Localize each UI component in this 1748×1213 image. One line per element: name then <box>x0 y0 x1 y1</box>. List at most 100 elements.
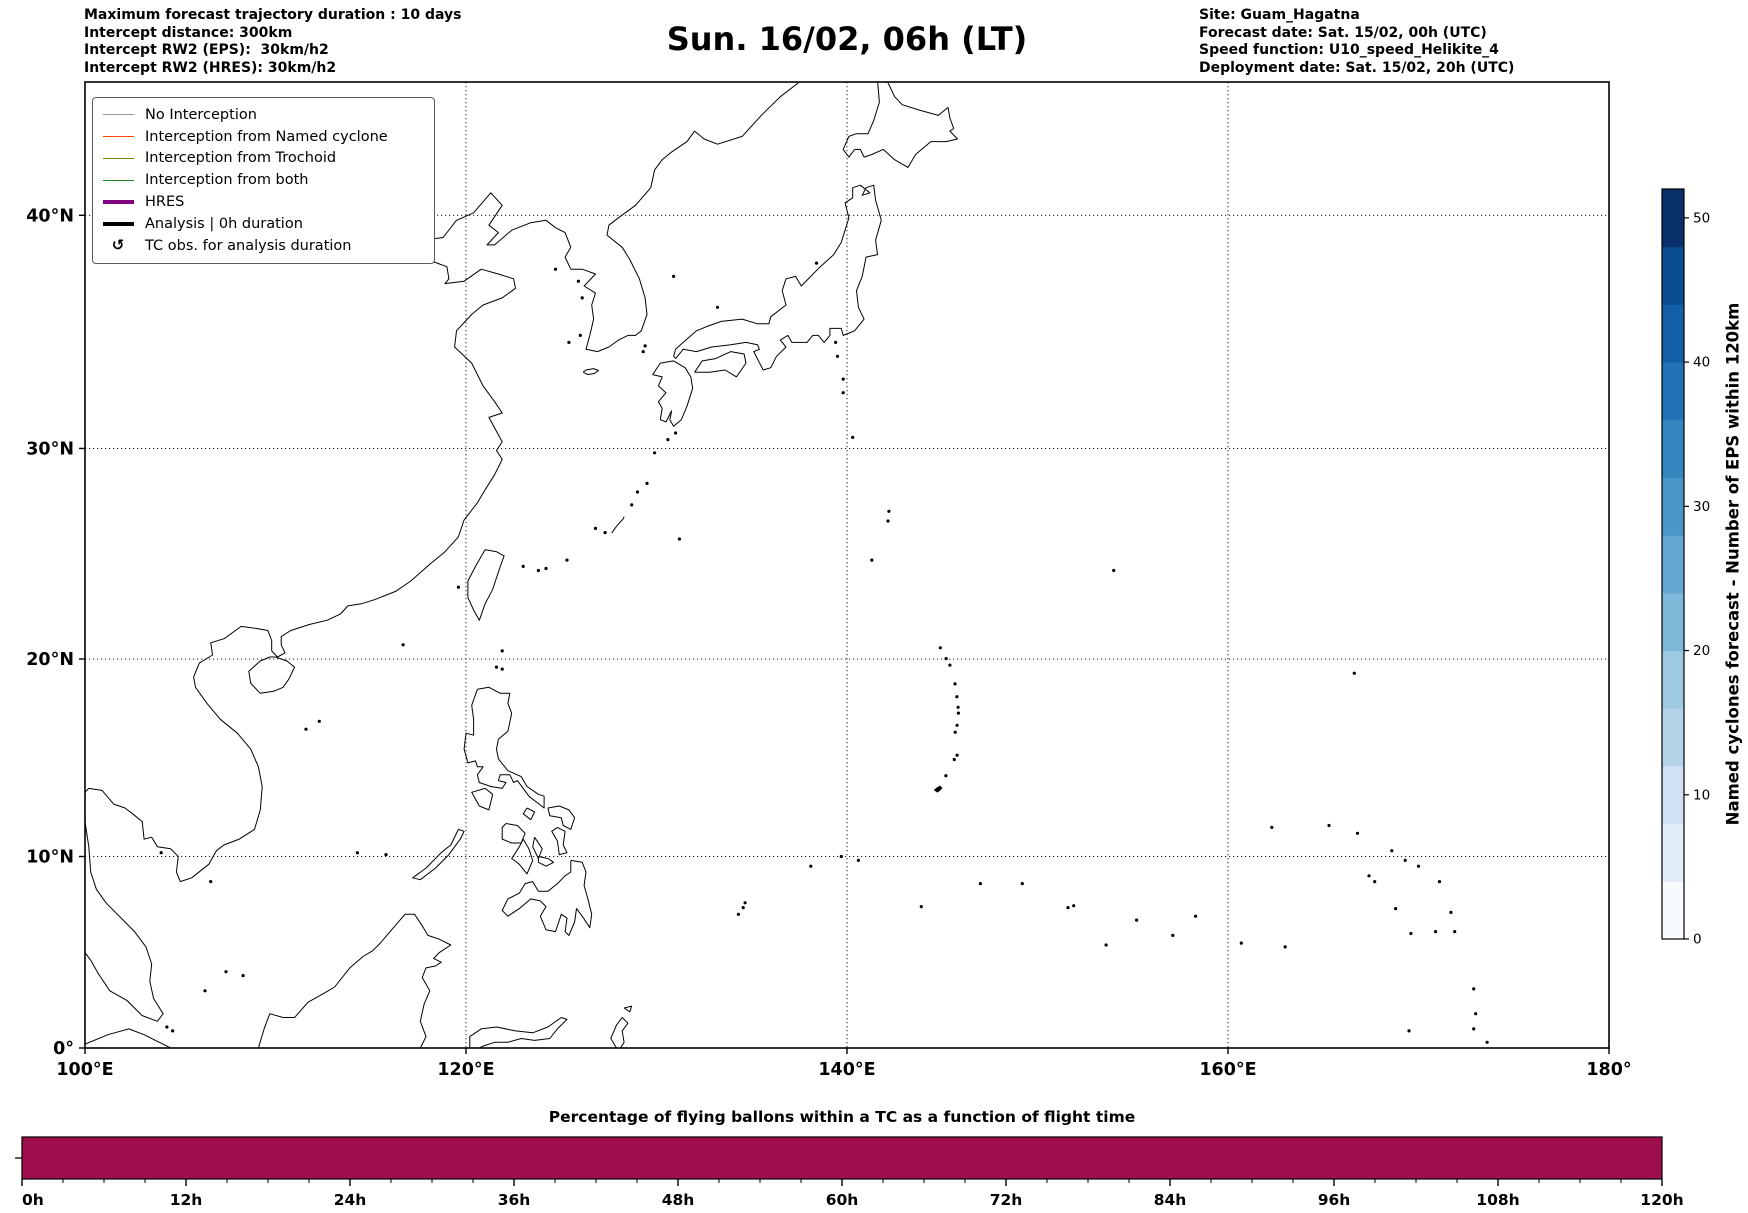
colorbar-segment <box>1662 246 1684 305</box>
island-dot <box>384 853 388 857</box>
coastline <box>610 1017 629 1048</box>
island-dot <box>1352 671 1356 675</box>
run-parameters-block: Maximum forecast trajectory duration : 1… <box>84 7 461 77</box>
island-dot <box>593 526 598 531</box>
coastline <box>501 823 526 844</box>
coastline <box>551 826 568 856</box>
line-swatch <box>102 114 134 116</box>
island-dot <box>1104 943 1108 947</box>
island-dot <box>955 753 959 757</box>
island-dot <box>839 854 843 859</box>
legend-line-swatch <box>102 136 134 138</box>
flight-time-tick-label: 36h <box>498 1191 531 1209</box>
island-dot <box>1407 1029 1411 1033</box>
tc-observation-icon: ↺ <box>102 238 134 253</box>
legend-item-label: Interception from Trochoid <box>145 150 337 167</box>
island-dot <box>165 1025 169 1029</box>
line-swatch <box>102 157 134 159</box>
coastline <box>85 821 164 1022</box>
island-dot <box>948 663 952 667</box>
coastline <box>463 686 545 809</box>
legend-item: Analysis | 0h duration <box>102 213 426 235</box>
coastline <box>673 184 882 371</box>
coastline <box>652 360 694 427</box>
coastline <box>467 549 505 621</box>
flight-time-tick-label: 48h <box>662 1191 695 1209</box>
legend-item: Interception from both <box>102 169 426 191</box>
coastline <box>469 1017 568 1048</box>
line-swatch <box>102 179 134 181</box>
island-dot <box>856 858 861 863</box>
island-dot <box>841 377 845 381</box>
flight-time-tick-label: 72h <box>990 1191 1023 1209</box>
island-dot <box>666 438 670 442</box>
island-dot <box>565 558 569 562</box>
island-dot <box>304 727 308 731</box>
island-dot <box>814 261 819 265</box>
island-dot <box>1394 907 1398 911</box>
coastline <box>547 805 576 830</box>
lat-tick-label: 10°N <box>26 848 74 868</box>
island-dot <box>355 851 359 855</box>
island-dot <box>1194 914 1198 918</box>
island-dot <box>580 296 584 300</box>
colorbar-tick-label: 30 <box>1693 499 1710 515</box>
colorbar-tick-label: 20 <box>1693 643 1710 659</box>
island-dot <box>955 723 959 727</box>
lat-tick-label: 30°N <box>26 439 74 459</box>
island-dot <box>241 974 245 978</box>
colorbar-segment <box>1662 708 1684 767</box>
island-dot <box>224 970 228 974</box>
legend-item: Interception from Trochoid <box>102 148 426 170</box>
colorbar-segment <box>1662 823 1684 882</box>
island-dot <box>1066 906 1070 910</box>
coastline <box>611 516 625 534</box>
legend-item-label: TC obs. for analysis duration <box>145 237 352 254</box>
lat-tick-label: 20°N <box>26 650 74 670</box>
island-dot <box>938 646 942 650</box>
island-dot <box>715 305 720 309</box>
legend-item: No Interception <box>102 104 426 126</box>
lon-tick-label: 160°E <box>1199 1060 1256 1080</box>
island-dot <box>1434 930 1438 934</box>
island-dot <box>953 730 957 734</box>
island-dot <box>203 989 207 993</box>
island-dot <box>1135 918 1139 922</box>
colorbar-tick-label: 50 <box>1693 210 1710 226</box>
coastline <box>85 82 801 883</box>
island-dot <box>835 354 840 358</box>
island-dot <box>1270 825 1274 830</box>
island-dot <box>500 667 504 671</box>
island-dot <box>536 568 541 573</box>
map-ticks <box>79 214 1610 1054</box>
island-dot <box>886 519 890 523</box>
coastline <box>471 787 494 811</box>
island-dot <box>672 274 676 278</box>
island-dot <box>159 851 163 855</box>
island-dot <box>956 705 960 709</box>
island-dot <box>674 431 678 435</box>
island-dot <box>1283 945 1287 949</box>
island-dot <box>553 267 558 271</box>
island-dot <box>456 585 460 589</box>
flight-time-tick-label: 24h <box>334 1191 367 1209</box>
coastline <box>623 1005 633 1013</box>
island-dot <box>643 344 647 348</box>
island-dot <box>1355 831 1360 835</box>
colorbar-segment <box>1662 650 1684 709</box>
percentage-bar <box>21 1136 1663 1180</box>
lat-tick-label: 40°N <box>26 206 74 226</box>
coastline <box>257 913 452 1048</box>
colorbar-segment <box>1662 189 1684 248</box>
island-dot <box>401 643 405 647</box>
coastline <box>501 859 593 936</box>
flight-time-chart: Percentage of flying ballons within a TC… <box>15 1108 1684 1209</box>
coastline <box>511 838 534 875</box>
legend-item-label: Interception from Named cyclone <box>145 128 388 145</box>
colorbar-segment <box>1662 881 1684 940</box>
island-dot <box>809 864 813 868</box>
island-dot <box>870 558 874 562</box>
speed-function-text: Speed function: U10_speed_Helikite_4 <box>1199 42 1499 58</box>
island-dot <box>978 882 983 886</box>
